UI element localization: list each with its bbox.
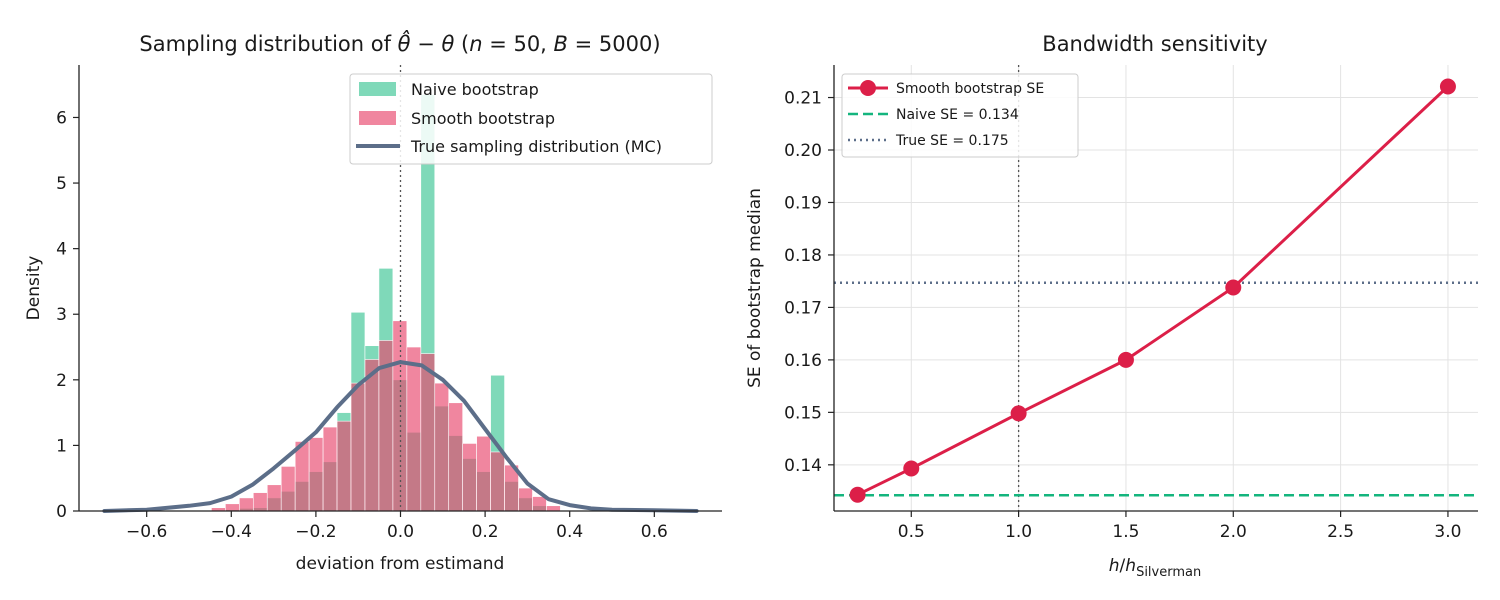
legend-label-true: True sampling distribution (MC) xyxy=(410,137,662,156)
y-tick-label: 2 xyxy=(56,371,67,391)
bandwidth-x-ticks: 0.5 1.0 1.5 2.0 2.5 3.0 xyxy=(898,511,1461,542)
x-tick-label: 2.5 xyxy=(1327,522,1354,542)
smooth-bar xyxy=(518,487,533,512)
x-tick-label: 1.5 xyxy=(1112,522,1139,542)
legend-label-naive: Naive bootstrap xyxy=(411,80,539,99)
histogram-legend-box xyxy=(349,73,713,165)
y-tick-label: 0.19 xyxy=(784,193,822,213)
legend-marker-smooth-se xyxy=(860,80,876,96)
y-tick-label: 0.15 xyxy=(784,403,822,423)
smooth-bar xyxy=(406,346,422,512)
histogram-y-label: Density xyxy=(24,256,44,321)
x-tick-label: −0.6 xyxy=(126,522,167,542)
y-tick-label: 0.20 xyxy=(784,141,822,161)
smooth-bar xyxy=(336,420,352,512)
bandwidth-legend-box xyxy=(841,73,1079,158)
legend-label-naive-se: Naive SE = 0.134 xyxy=(896,107,1019,123)
smooth-bar xyxy=(322,426,338,512)
y-tick-label: 0.14 xyxy=(784,456,822,476)
x-tick-label: 0.4 xyxy=(556,522,583,542)
x-tick-label: −0.4 xyxy=(211,522,252,542)
smooth-bar xyxy=(476,435,491,512)
y-tick-label: 0.16 xyxy=(784,351,822,371)
smooth-bar xyxy=(280,466,296,512)
x-tick-label: 0.6 xyxy=(641,522,668,542)
smooth-bar xyxy=(225,503,240,512)
y-tick-label: 0.17 xyxy=(784,298,822,318)
bandwidth-y-label: SE of bootstrap median xyxy=(745,188,765,388)
smooth-bar xyxy=(546,505,561,512)
y-tick-label: 4 xyxy=(56,240,67,260)
histogram-panel: Sampling distribution of θ̂ − θ (n = 50,… xyxy=(24,30,722,574)
x-tick-label: 0.5 xyxy=(898,522,925,542)
y-tick-label: 0.18 xyxy=(784,246,822,266)
se-point xyxy=(1439,78,1456,95)
smooth-bar xyxy=(294,441,310,512)
histogram-title: Sampling distribution of θ̂ − θ (n = 50,… xyxy=(139,30,660,56)
y-tick-label: 3 xyxy=(56,305,67,325)
y-tick-label: 6 xyxy=(56,108,67,128)
smooth-bar xyxy=(434,382,450,512)
x-tick-label: −0.2 xyxy=(295,522,336,542)
x-tick-label: 3.0 xyxy=(1434,522,1461,542)
bandwidth-panel: Bandwidth sensitivity 0.5 1.0 1.5 2.0 2.5 3.0… xyxy=(745,32,1478,580)
bandwidth-legend[interactable]: Smooth bootstrap SE Naive SE = 0.134 Tru… xyxy=(841,73,1079,158)
smooth-bar xyxy=(462,443,477,512)
smooth-bar xyxy=(532,496,547,512)
true-distribution-curve xyxy=(102,360,699,513)
x-tick-label: 0.0 xyxy=(387,522,414,542)
bandwidth-title: Bandwidth sensitivity xyxy=(1042,32,1267,56)
smooth-bar xyxy=(448,402,463,512)
y-tick-label: 1 xyxy=(56,436,67,456)
se-point xyxy=(1225,279,1242,296)
y-tick-label: 5 xyxy=(56,174,67,194)
legend-swatch-naive xyxy=(359,82,396,96)
smooth-bar xyxy=(350,382,366,512)
bandwidth-x-label: h/hSilverman xyxy=(1109,556,1201,580)
histogram-legend[interactable]: Naive bootstrap Smooth bootstrap True sa… xyxy=(349,73,713,165)
smooth-bar xyxy=(239,497,254,512)
smooth-bar xyxy=(266,484,282,512)
se-point xyxy=(1117,351,1134,368)
legend-label-smooth-se: Smooth bootstrap SE xyxy=(896,81,1044,97)
smooth-bar xyxy=(364,359,380,512)
y-tick-label: 0.21 xyxy=(784,89,822,109)
smooth-se-points xyxy=(849,78,1456,503)
legend-swatch-smooth xyxy=(359,111,396,125)
histogram-x-label: deviation from estimand xyxy=(296,554,505,574)
smooth-bar xyxy=(420,353,436,512)
se-point xyxy=(1010,405,1027,422)
legend-label-smooth: Smooth bootstrap xyxy=(411,109,555,128)
bandwidth-y-ticks: 0.14 0.15 0.16 0.17 0.18 0.19 0.20 0.21 xyxy=(784,89,834,476)
histogram-x-ticks: −0.6 −0.4 −0.2 0.0 0.2 0.4 0.6 xyxy=(126,511,668,542)
x-tick-label: 1.0 xyxy=(1005,522,1032,542)
smooth-bar xyxy=(252,492,268,512)
y-tick-label: 0 xyxy=(56,502,67,522)
se-point xyxy=(903,460,920,477)
legend-label-true-se: True SE = 0.175 xyxy=(895,133,1009,149)
smooth-se-line xyxy=(856,85,1449,497)
x-tick-label: 0.2 xyxy=(472,522,499,542)
histogram-y-ticks: 0 1 2 3 4 5 6 xyxy=(56,108,79,522)
smooth-bar xyxy=(308,437,324,512)
smooth-bar xyxy=(490,451,505,512)
smooth-bootstrap-bars xyxy=(211,320,561,512)
se-point xyxy=(849,486,866,503)
x-tick-label: 2.0 xyxy=(1220,522,1247,542)
